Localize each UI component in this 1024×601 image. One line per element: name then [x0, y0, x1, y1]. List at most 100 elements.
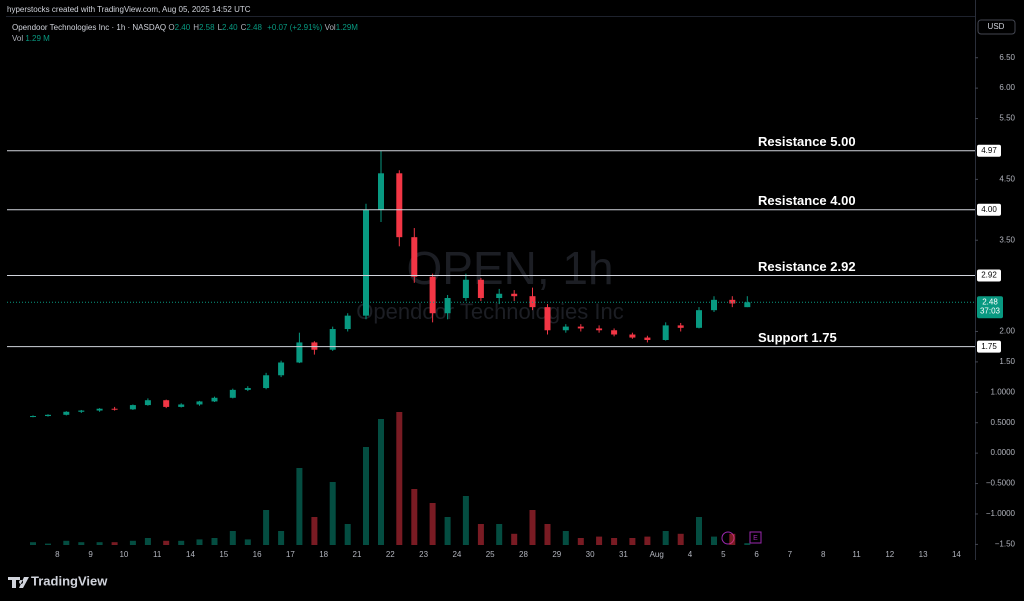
- volume-bar: [629, 538, 636, 545]
- volume-bar: [596, 536, 603, 545]
- x-tick-label: 8: [821, 550, 826, 559]
- candle-body: [744, 302, 751, 308]
- volume-bar: [244, 539, 251, 545]
- countdown: 37:03: [980, 306, 1001, 315]
- candle-body: [696, 310, 702, 328]
- watermark-ticker: OPEN, 1h: [406, 242, 613, 294]
- candle-body: [263, 375, 270, 389]
- candle-body: [78, 410, 85, 412]
- x-tick-label: 8: [55, 550, 60, 559]
- y-tick-label: 4.50: [999, 174, 1015, 183]
- candle-body: [63, 411, 70, 415]
- y-tick-label: 6.00: [999, 83, 1015, 92]
- currency[interactable]: USD: [988, 22, 1005, 31]
- ohlc-value: 2.40: [222, 23, 238, 32]
- vol-value: 1.29M: [335, 23, 358, 32]
- x-tick-label: 31: [619, 550, 628, 559]
- volume-legend: Vol 1.29 M: [12, 34, 50, 43]
- x-tick-label: Aug: [650, 550, 664, 559]
- volume-bar: [662, 531, 669, 545]
- candle-body: [529, 296, 536, 308]
- ohlc-label: O: [168, 23, 175, 32]
- candle-body: [729, 299, 736, 304]
- x-tick-label: 30: [586, 550, 595, 559]
- y-tick-label: −1.0000: [986, 509, 1016, 518]
- volume-bar: [411, 489, 418, 545]
- y-tick-label: 1.50: [999, 357, 1015, 366]
- logo-icon: [8, 577, 29, 588]
- y-tick-label: −0.5000: [986, 479, 1016, 488]
- level-label: Resistance 4.00: [758, 193, 856, 208]
- volume-bar: [696, 517, 702, 545]
- candle-body: [711, 299, 717, 311]
- level-label: Resistance 5.00: [758, 134, 856, 149]
- brand: TradingView: [31, 573, 108, 588]
- candle-body: [211, 397, 218, 402]
- ohlc-value: 2.58: [198, 23, 215, 32]
- x-tick-label: 15: [219, 550, 228, 559]
- y-tick-label: 2.00: [999, 327, 1015, 336]
- volume-bar: [45, 543, 51, 545]
- y-tick-label: 0.5000: [991, 418, 1016, 427]
- volume-bar: [529, 510, 536, 545]
- x-tick-label: 7: [788, 550, 793, 559]
- candle-body: [329, 329, 336, 350]
- candle-body: [444, 298, 451, 314]
- candle-body: [629, 334, 636, 338]
- vol-line-value: 1.29 M: [25, 34, 50, 43]
- x-tick-label: 14: [186, 550, 195, 559]
- volume-bar: [562, 531, 569, 545]
- level-label: Resistance 2.92: [758, 259, 856, 274]
- level-price-box: [977, 269, 1001, 282]
- y-tick-label: 5.50: [999, 114, 1015, 123]
- ohlc-label: C: [240, 23, 247, 32]
- volume-bar: [144, 538, 151, 545]
- candle-body: [611, 330, 618, 335]
- earnings-box[interactable]: [749, 531, 762, 544]
- candle-body: [278, 362, 285, 376]
- candle-body: [45, 414, 51, 417]
- volume-bar: [511, 533, 518, 545]
- candle-body: [511, 293, 518, 297]
- level-price: 4.00: [981, 205, 997, 214]
- symbol: Opendoor Technologies Inc · 1h · NASDAQ: [12, 23, 167, 32]
- volume-bar: [163, 540, 170, 545]
- vol-line-label: Vol: [12, 34, 24, 43]
- volume-bar: [729, 533, 736, 545]
- legend: Opendoor Technologies Inc · 1h · NASDAQ …: [12, 23, 358, 32]
- x-tick-label: 18: [319, 550, 328, 559]
- volume-bar: [129, 540, 136, 545]
- x-tick-label: 5: [721, 550, 726, 559]
- level-price-box: [977, 340, 1001, 353]
- ohlc-value: 2.40: [174, 23, 191, 32]
- volume-bar: [611, 538, 618, 545]
- earnings-marker[interactable]: E: [753, 535, 758, 542]
- last-price: 2.48: [982, 297, 998, 306]
- candle-body: [244, 388, 251, 390]
- candle-body: [111, 408, 118, 410]
- candle-body: [677, 325, 684, 328]
- volume-bar: [111, 542, 118, 545]
- ohlc-label: H: [193, 23, 199, 32]
- x-tick-label: 29: [552, 550, 561, 559]
- volume-bar: [677, 533, 684, 545]
- volume-bar: [63, 540, 70, 545]
- candle-body: [30, 416, 36, 418]
- volume-bar: [444, 517, 451, 545]
- candle-body: [363, 209, 369, 316]
- candle-body: [644, 337, 651, 340]
- currency-button[interactable]: [977, 19, 1016, 35]
- volume-bar: [344, 524, 351, 545]
- candle-body: [462, 279, 469, 299]
- level-price-box: [977, 203, 1001, 216]
- level-price: 2.92: [981, 271, 997, 280]
- volume-bar: [644, 536, 651, 545]
- volume-bar: [30, 542, 36, 545]
- level-label: Support 1.75: [758, 330, 837, 345]
- x-tick-label: 12: [885, 550, 894, 559]
- level-price: 1.75: [981, 342, 997, 351]
- candle-body: [229, 389, 236, 398]
- candle-body: [596, 328, 603, 331]
